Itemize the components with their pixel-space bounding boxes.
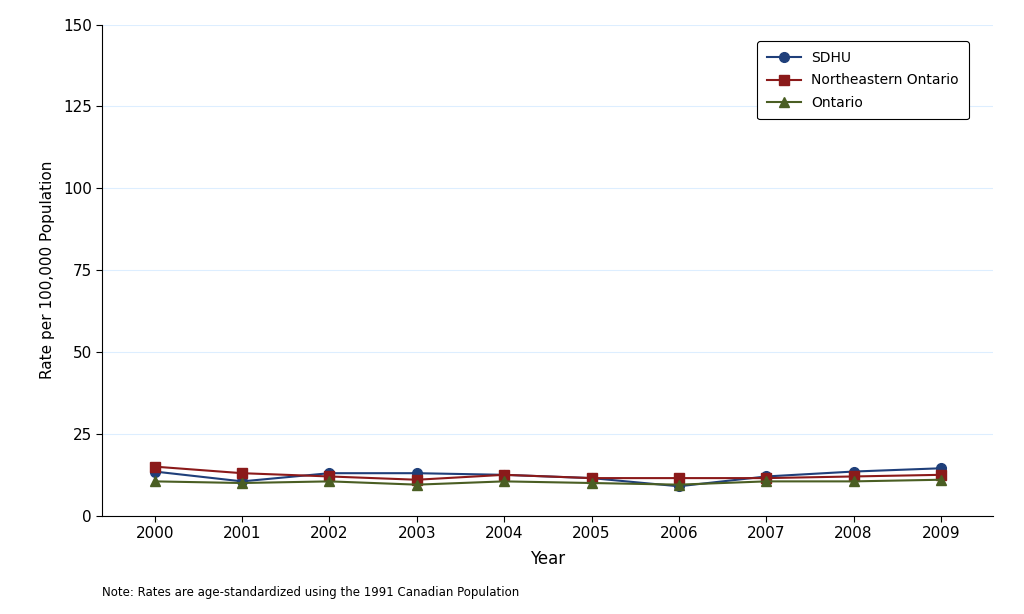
Ontario — [848, 478, 860, 485]
Y-axis label: Rate per 100,000 Population: Rate per 100,000 Population — [40, 161, 54, 379]
Line: SDHU: SDHU — [150, 464, 946, 491]
Ontario — [411, 481, 423, 488]
Northeastern Ontario — [411, 476, 423, 483]
Legend: SDHU, Northeastern Ontario, Ontario: SDHU, Northeastern Ontario, Ontario — [757, 41, 969, 120]
SDHU — [324, 470, 336, 477]
Ontario — [236, 480, 248, 487]
Ontario — [760, 478, 772, 485]
Text: Note: Rates are age-standardized using the 1991 Canadian Population: Note: Rates are age-standardized using t… — [102, 586, 519, 599]
Ontario — [148, 478, 161, 485]
SDHU — [760, 473, 772, 480]
Northeastern Ontario — [498, 471, 510, 478]
Ontario — [498, 478, 510, 485]
SDHU — [148, 468, 161, 475]
Ontario — [935, 476, 947, 483]
Line: Northeastern Ontario: Northeastern Ontario — [150, 462, 946, 484]
Northeastern Ontario — [148, 463, 161, 470]
Northeastern Ontario — [848, 473, 860, 480]
SDHU — [236, 478, 248, 485]
Northeastern Ontario — [236, 470, 248, 477]
Ontario — [673, 481, 685, 488]
Northeastern Ontario — [673, 475, 685, 482]
Northeastern Ontario — [935, 471, 947, 478]
SDHU — [673, 483, 685, 490]
SDHU — [411, 470, 423, 477]
SDHU — [498, 471, 510, 478]
Northeastern Ontario — [324, 473, 336, 480]
SDHU — [935, 465, 947, 472]
SDHU — [848, 468, 860, 475]
Ontario — [324, 478, 336, 485]
Ontario — [586, 480, 598, 487]
Northeastern Ontario — [586, 475, 598, 482]
X-axis label: Year: Year — [530, 550, 565, 567]
Line: Ontario: Ontario — [150, 475, 946, 489]
SDHU — [586, 475, 598, 482]
Northeastern Ontario — [760, 475, 772, 482]
